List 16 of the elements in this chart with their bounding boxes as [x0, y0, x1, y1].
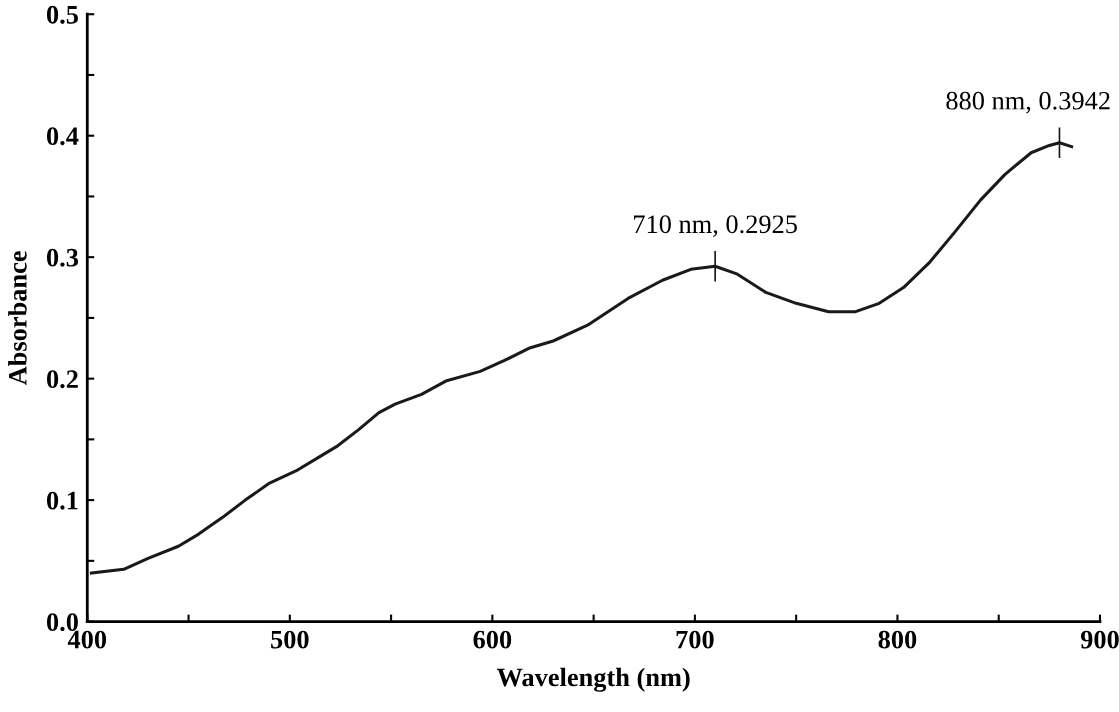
- x-axis-title: Wavelength (nm): [496, 667, 690, 692]
- y-tick-label: 0.1: [46, 491, 78, 510]
- x-tick-label: 800: [878, 630, 917, 649]
- x-tick-label: 900: [1080, 630, 1119, 649]
- x-tick-label: 700: [676, 630, 714, 649]
- y-tick-label: 0.5: [46, 5, 78, 24]
- x-tick-label: 600: [473, 630, 512, 649]
- annotation: 710 nm, 0.2925: [634, 215, 797, 237]
- y-tick-label: 0.0: [46, 613, 78, 632]
- y-axis-title: Absorbance: [8, 251, 27, 386]
- y-tick-label: 0.3: [46, 248, 79, 267]
- x-tick-label: 400: [67, 630, 107, 649]
- y-tick-label: 0.4: [46, 127, 79, 146]
- annotation: 880 nm, 0.3942: [946, 91, 1110, 114]
- x-tick-label: 500: [271, 630, 309, 649]
- y-tick-label: 0.2: [46, 370, 78, 389]
